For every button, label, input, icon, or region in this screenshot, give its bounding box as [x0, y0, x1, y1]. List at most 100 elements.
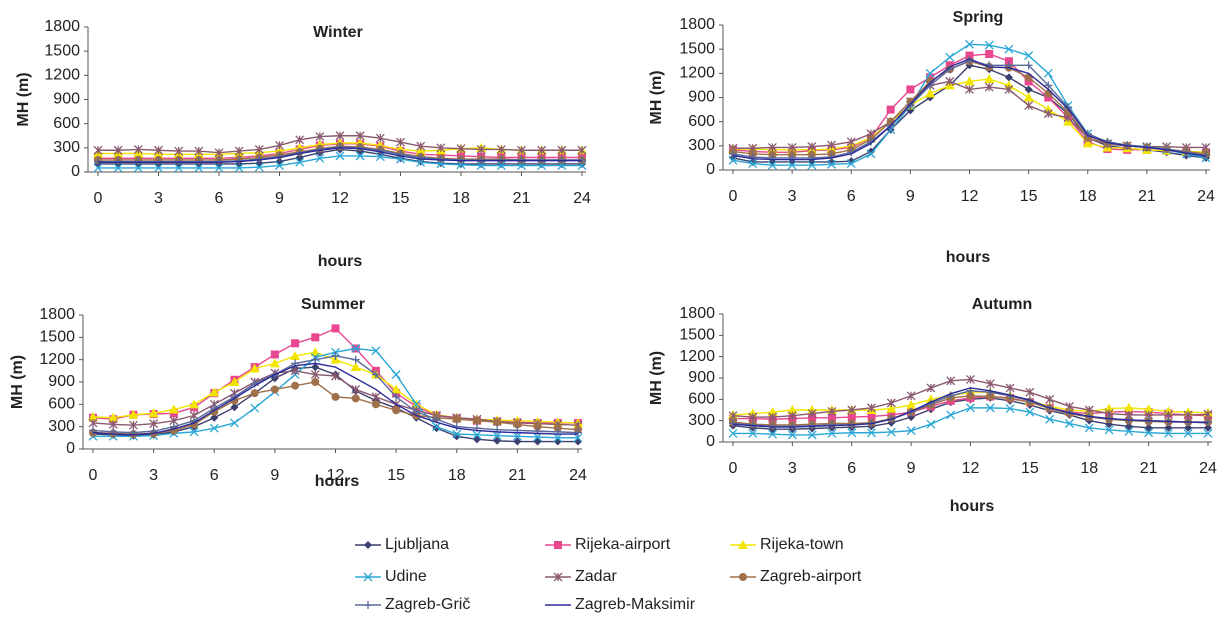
marker	[416, 153, 425, 162]
x-tick-label: 3	[154, 190, 163, 207]
marker	[311, 333, 320, 342]
marker	[846, 137, 856, 147]
marker	[827, 159, 837, 169]
x-axis-label: hours	[315, 473, 360, 490]
marker	[945, 52, 955, 62]
marker	[807, 142, 817, 152]
marker	[416, 141, 426, 151]
marker	[134, 157, 143, 166]
marker	[574, 437, 582, 446]
marker	[496, 161, 506, 171]
marker	[925, 88, 936, 98]
marker	[1025, 387, 1035, 397]
marker	[230, 403, 239, 412]
marker	[886, 105, 895, 114]
marker	[254, 162, 264, 172]
legend-label: Zagreb-Grič	[385, 596, 470, 613]
marker	[808, 413, 817, 422]
marker	[375, 133, 385, 143]
y-tick-label: 1200	[44, 67, 80, 84]
y-tick-label: 1200	[39, 351, 75, 368]
marker	[88, 411, 98, 421]
marker	[415, 146, 426, 156]
marker	[1024, 51, 1034, 61]
y-tick-label: 1800	[44, 18, 80, 35]
legend-marker	[739, 573, 747, 581]
y-axis-label: MH (m)	[9, 355, 26, 409]
marker	[1083, 129, 1092, 138]
y-tick-label: 1500	[44, 42, 80, 59]
marker	[517, 145, 526, 155]
x-tick-label: 18	[1080, 460, 1098, 477]
y-axis-label: MH (m)	[648, 70, 665, 124]
marker	[1203, 429, 1213, 438]
series-line	[92, 381, 579, 435]
marker	[1005, 404, 1015, 414]
marker	[1025, 407, 1035, 417]
y-tick-label: 0	[706, 161, 715, 178]
marker	[250, 389, 259, 398]
marker	[1043, 68, 1053, 78]
marker	[906, 101, 915, 110]
marker	[1005, 383, 1015, 393]
marker	[985, 50, 994, 58]
marker	[432, 424, 441, 433]
x-tick-label: 3	[788, 188, 797, 205]
marker	[154, 157, 163, 166]
marker	[926, 73, 935, 82]
x-tick-label: 15	[392, 190, 410, 207]
marker	[1143, 404, 1154, 414]
marker	[351, 355, 360, 364]
marker	[254, 144, 264, 154]
marker	[1144, 428, 1154, 438]
marker	[290, 350, 301, 360]
marker	[351, 394, 360, 403]
y-tick-label: 0	[66, 440, 75, 457]
marker	[275, 161, 284, 171]
legend-marker	[554, 541, 562, 549]
marker	[229, 377, 240, 386]
x-tick-label: 0	[89, 467, 98, 484]
marker	[396, 137, 405, 147]
marker	[194, 163, 204, 173]
marker	[1004, 57, 1013, 66]
marker	[1024, 77, 1033, 86]
marker	[311, 363, 320, 372]
marker	[984, 82, 994, 92]
y-tick-label: 1800	[679, 305, 715, 322]
marker	[1004, 44, 1014, 54]
x-tick-label: 9	[906, 188, 915, 205]
marker	[533, 432, 543, 442]
marker	[148, 408, 159, 418]
x-tick-label: 24	[573, 190, 591, 207]
marker	[371, 370, 380, 379]
marker	[867, 412, 876, 421]
legend-marker	[363, 572, 373, 582]
marker	[533, 437, 542, 446]
marker	[229, 418, 239, 428]
marker	[412, 407, 421, 416]
marker	[392, 406, 401, 415]
marker	[807, 409, 817, 419]
marker	[787, 142, 797, 152]
marker	[93, 163, 103, 173]
marker	[234, 146, 244, 156]
marker	[1082, 138, 1093, 148]
legend-label: Rijeka-airport	[575, 536, 671, 553]
marker	[311, 355, 320, 364]
marker	[886, 403, 897, 413]
marker	[906, 391, 916, 401]
marker	[351, 384, 361, 394]
marker	[846, 159, 856, 169]
marker	[371, 400, 380, 409]
marker	[154, 145, 163, 155]
x-tick-label: 21	[513, 190, 531, 207]
x-tick-label: 24	[1199, 460, 1217, 477]
chart-title: Autumn	[972, 296, 1032, 313]
marker	[513, 437, 522, 446]
marker	[1024, 101, 1034, 111]
marker	[574, 428, 582, 437]
marker	[985, 403, 995, 413]
marker	[311, 378, 320, 386]
legend-label: Zagreb-airport	[760, 568, 862, 585]
